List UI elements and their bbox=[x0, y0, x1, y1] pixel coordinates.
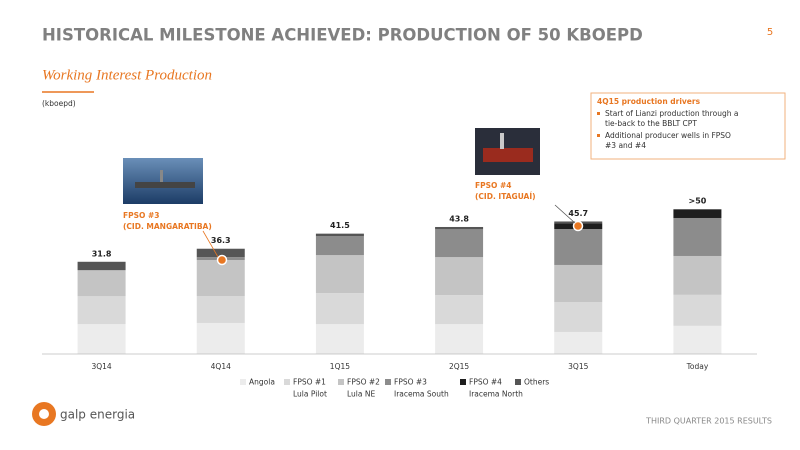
milestone-dot bbox=[216, 254, 228, 266]
page-number: 5 bbox=[767, 27, 773, 38]
legend-label: FPSO #1 bbox=[293, 378, 326, 387]
bar-segment bbox=[315, 236, 364, 256]
legend-swatch bbox=[284, 379, 290, 385]
drivers-bullets: Start of Lianzi production through atie-… bbox=[597, 109, 738, 150]
bar-segment bbox=[554, 264, 603, 303]
bar-segment bbox=[196, 260, 245, 296]
x-tick-label: 3Q15 bbox=[568, 362, 588, 371]
bar-segment bbox=[673, 209, 722, 210]
milestone-dot bbox=[572, 220, 584, 232]
annotation: (CID. ITAGUAÍ) bbox=[475, 192, 536, 201]
legend-swatch bbox=[385, 379, 391, 385]
ship bbox=[483, 148, 533, 162]
slide-title: HISTORICAL MILESTONE ACHIEVED: PRODUCTIO… bbox=[42, 26, 643, 45]
total-label: 43.8 bbox=[449, 214, 469, 223]
legend-swatch bbox=[240, 379, 246, 385]
bullet-text: Additional producer wells in FPSO bbox=[605, 131, 731, 140]
bar-segment bbox=[315, 233, 364, 237]
annotation: (CID. MANGARATIBA) bbox=[123, 222, 212, 231]
drivers-box bbox=[590, 92, 786, 160]
bar-segment bbox=[77, 296, 126, 325]
bar-segment bbox=[435, 257, 484, 296]
chart-subtitle: Working Interest Production bbox=[42, 67, 212, 83]
bar-segment bbox=[77, 270, 126, 297]
plot: 31.8 3Q14 36.3 4Q14 41.5 1Q15 43.8 2Q15 45.7 3Q15… bbox=[42, 181, 757, 399]
legend-label: FPSO #2 bbox=[347, 378, 380, 387]
total-label: >50 bbox=[688, 197, 706, 206]
legend-label: Angola bbox=[249, 378, 275, 387]
bar-segment bbox=[196, 248, 245, 258]
total-label: 36.3 bbox=[211, 236, 231, 245]
ship-tower bbox=[500, 133, 504, 149]
bar-segment bbox=[673, 217, 722, 256]
total-label: 41.5 bbox=[330, 221, 350, 230]
leader bbox=[554, 204, 576, 224]
unit-label: (kboepd) bbox=[42, 99, 76, 108]
x-tick-label: 4Q14 bbox=[211, 362, 231, 371]
x-tick-label: 2Q15 bbox=[449, 362, 469, 371]
bullet-text: tie-back to the BBLT CPT bbox=[605, 119, 697, 128]
x-tick-label: 1Q15 bbox=[330, 362, 350, 371]
bullet-text: #3 and #4 bbox=[605, 141, 646, 150]
bar-segment bbox=[435, 229, 484, 258]
ship bbox=[135, 182, 195, 188]
ship-tower bbox=[160, 170, 163, 182]
annotation: FPSO #3 bbox=[123, 211, 160, 220]
bar-segment bbox=[435, 324, 484, 354]
legend-label: FPSO #3 bbox=[394, 378, 427, 387]
leader bbox=[202, 230, 219, 258]
footer: THIRD QUARTER 2015 RESULTS bbox=[645, 417, 772, 426]
bar-segment bbox=[673, 209, 722, 218]
total-label: 45.7 bbox=[568, 209, 588, 218]
bullet-text: Start of Lianzi production through a bbox=[605, 109, 738, 118]
bar-segment bbox=[673, 294, 722, 326]
drivers-title: 4Q15 production drivers bbox=[597, 97, 701, 106]
legend-sublabel: Lula Pilot bbox=[293, 390, 327, 399]
x-tick-label: Today bbox=[686, 362, 709, 371]
legend-label: FPSO #4 bbox=[469, 378, 502, 387]
x-tick-label: 3Q14 bbox=[91, 362, 111, 371]
bar-segment bbox=[554, 331, 603, 354]
legend-swatch bbox=[460, 379, 466, 385]
annotation: FPSO #4 bbox=[475, 181, 512, 190]
bar-segment bbox=[673, 255, 722, 295]
bar-segment bbox=[196, 296, 245, 323]
legend-swatch bbox=[515, 379, 521, 385]
legend-sublabel: Lula NE bbox=[347, 390, 375, 399]
bar-segment bbox=[554, 302, 603, 332]
bullet bbox=[597, 134, 600, 137]
bar-segment bbox=[77, 261, 126, 271]
bar-segment bbox=[315, 324, 364, 354]
bar-segment bbox=[77, 324, 126, 354]
total-label: 31.8 bbox=[92, 249, 112, 258]
bullet bbox=[597, 112, 600, 115]
legend-sublabel: Iracema South bbox=[394, 390, 449, 399]
legend-sublabel: Iracema North bbox=[469, 390, 523, 399]
legend-swatch bbox=[338, 379, 344, 385]
bar-segment bbox=[196, 322, 245, 354]
logo-mark bbox=[39, 409, 49, 419]
bar-segment bbox=[315, 255, 364, 294]
logo-text: galp energia bbox=[60, 408, 135, 422]
bar-segment bbox=[673, 325, 722, 354]
legend-label: Others bbox=[524, 378, 549, 387]
bar-segment bbox=[435, 295, 484, 325]
bar-segment bbox=[315, 293, 364, 325]
bar-segment bbox=[435, 226, 484, 230]
bar-segment bbox=[554, 229, 603, 265]
